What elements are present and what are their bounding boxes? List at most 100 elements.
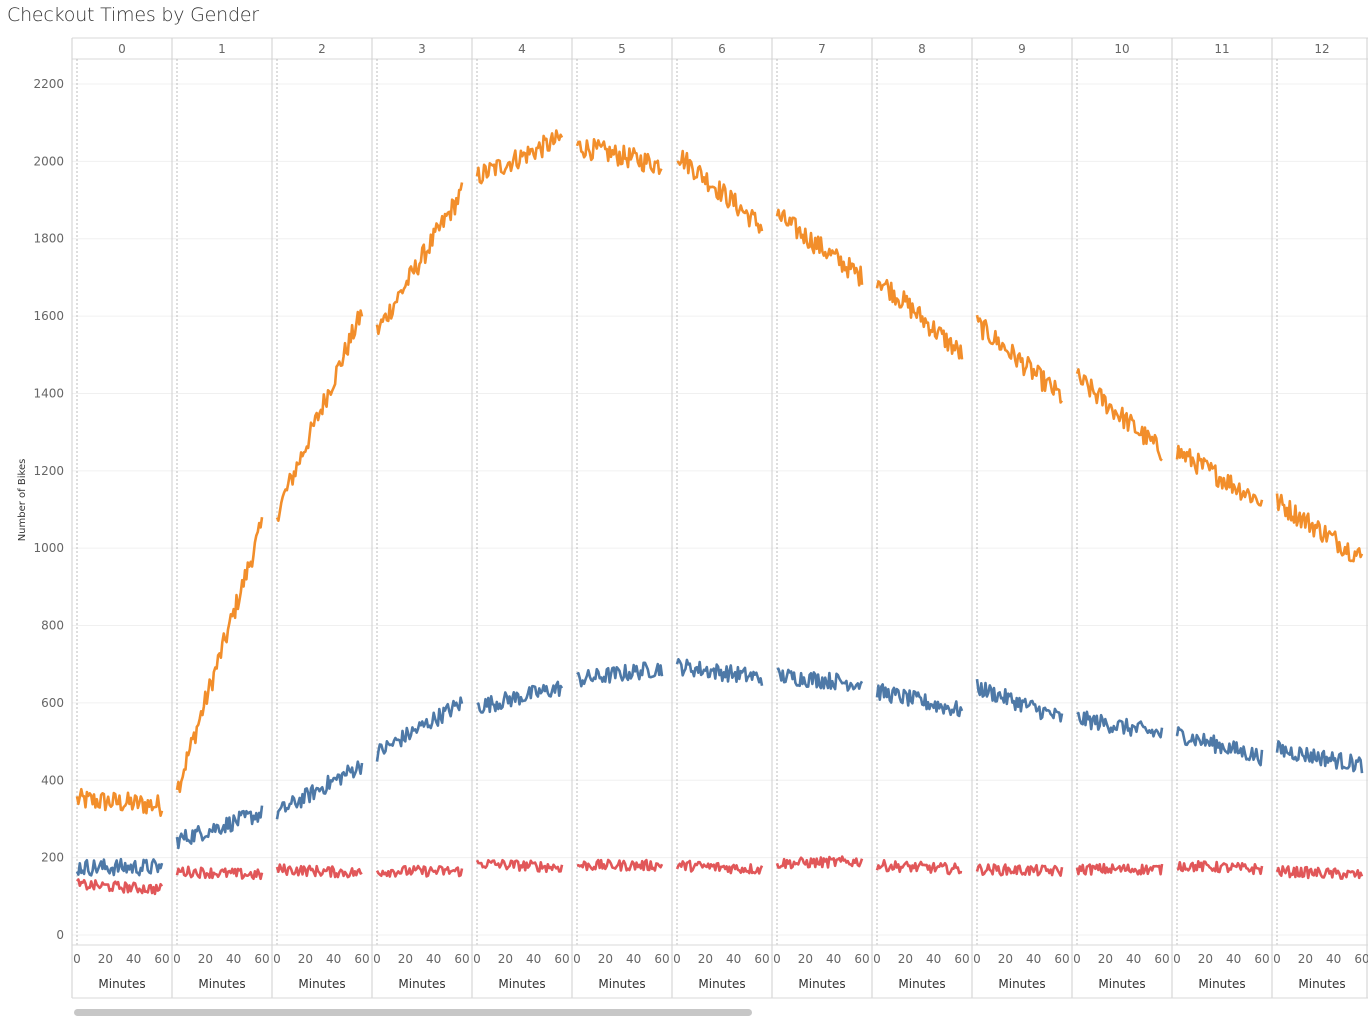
- x-axis-title: Minutes: [798, 977, 845, 991]
- x-tick-label: 40: [126, 952, 141, 966]
- facet-label: 8: [918, 42, 926, 56]
- x-tick-label: 20: [1098, 952, 1113, 966]
- series-line: [1076, 710, 1164, 739]
- y-tick-label: 1000: [33, 541, 64, 555]
- x-tick-label: 40: [526, 952, 541, 966]
- series-line: [1075, 368, 1163, 462]
- series-line: [1176, 859, 1264, 876]
- x-tick-label: 40: [726, 952, 741, 966]
- x-axis-title: Minutes: [298, 977, 345, 991]
- y-tick-label: 1200: [33, 464, 64, 478]
- series-line: [75, 787, 164, 818]
- series-line: [775, 208, 864, 287]
- facet-label: 0: [118, 42, 126, 56]
- series-line: [575, 138, 663, 175]
- series-line: [375, 696, 464, 762]
- x-tick-label: 0: [1273, 952, 1281, 966]
- x-tick-label: 60: [854, 952, 869, 966]
- series-line: [675, 657, 764, 686]
- x-tick-label: 40: [226, 952, 241, 966]
- x-tick-label: 40: [1026, 952, 1041, 966]
- x-tick-label: 60: [1054, 952, 1069, 966]
- x-tick-label: 20: [298, 952, 313, 966]
- series-line: [475, 129, 564, 185]
- series-line: [476, 680, 564, 714]
- x-tick-label: 40: [926, 952, 941, 966]
- x-tick-label: 40: [426, 952, 441, 966]
- y-tick-label: 1600: [33, 309, 64, 323]
- x-tick-label: 60: [1254, 952, 1269, 966]
- facet-label: 10: [1114, 42, 1129, 56]
- x-tick-label: 20: [798, 952, 813, 966]
- x-axis-title: Minutes: [1198, 977, 1245, 991]
- y-tick-label: 400: [41, 773, 64, 787]
- x-tick-label: 0: [873, 952, 881, 966]
- series-line: [1175, 444, 1264, 507]
- facet-label: 4: [518, 42, 526, 56]
- x-tick-label: 0: [973, 952, 981, 966]
- x-tick-label: 20: [998, 952, 1013, 966]
- x-tick-label: 20: [1298, 952, 1313, 966]
- y-tick-label: 0: [56, 928, 64, 942]
- x-tick-label: 60: [954, 952, 969, 966]
- series-line: [676, 149, 764, 234]
- x-tick-label: 0: [273, 952, 281, 966]
- x-tick-label: 0: [573, 952, 581, 966]
- facet-label: 9: [1018, 42, 1026, 56]
- x-tick-label: 40: [626, 952, 641, 966]
- x-axis-title: Minutes: [998, 977, 1045, 991]
- x-tick-label: 40: [1126, 952, 1141, 966]
- x-tick-label: 60: [654, 952, 669, 966]
- x-tick-label: 0: [73, 952, 81, 966]
- series-layer: [75, 129, 1364, 896]
- y-axis-label: Number of Bikes: [17, 459, 28, 542]
- x-tick-label: 0: [173, 952, 181, 966]
- series-line: [175, 865, 264, 881]
- x-tick-label: 60: [354, 952, 369, 966]
- facet-label: 6: [718, 42, 726, 56]
- series-line: [275, 863, 363, 879]
- series-line: [975, 314, 1064, 404]
- x-axis-title: Minutes: [898, 977, 945, 991]
- series-line: [775, 855, 864, 870]
- x-tick-label: 20: [198, 952, 213, 966]
- x-tick-label: 60: [754, 952, 769, 966]
- scrollbar-thumb[interactable]: [74, 1009, 752, 1016]
- series-line: [175, 805, 264, 850]
- x-tick-label: 0: [1073, 952, 1081, 966]
- x-tick-label: 60: [154, 952, 169, 966]
- series-line: [75, 857, 164, 877]
- series-line: [75, 878, 164, 896]
- x-tick-label: 20: [398, 952, 413, 966]
- series-line: [875, 858, 963, 876]
- series-line: [1275, 740, 1364, 774]
- chart-title: Checkout Times by Gender: [7, 4, 259, 26]
- series-line: [175, 517, 264, 794]
- x-tick-label: 20: [1198, 952, 1213, 966]
- x-tick-label: 20: [498, 952, 513, 966]
- y-tick-label: 200: [41, 851, 64, 865]
- x-axis-title: Minutes: [698, 977, 745, 991]
- facet-label: 7: [818, 42, 826, 56]
- grid-layer: [71, 37, 1368, 999]
- facet-label: 11: [1214, 42, 1229, 56]
- y-tick-label: 800: [41, 619, 64, 633]
- y-tick-label: 1800: [33, 232, 64, 246]
- x-axis-title: Minutes: [1298, 977, 1345, 991]
- x-axis-title: Minutes: [498, 977, 545, 991]
- facet-label: 1: [218, 42, 226, 56]
- series-line: [675, 859, 764, 875]
- x-tick-label: 40: [326, 952, 341, 966]
- series-line: [375, 864, 464, 878]
- x-tick-label: 0: [373, 952, 381, 966]
- x-axis-title: Minutes: [198, 977, 245, 991]
- series-line: [475, 858, 564, 874]
- x-tick-label: 0: [1173, 952, 1181, 966]
- x-tick-label: 20: [598, 952, 613, 966]
- series-line: [776, 667, 864, 692]
- series-line: [975, 678, 1064, 723]
- series-line: [275, 760, 364, 820]
- x-axis-title: Minutes: [598, 977, 645, 991]
- y-tick-label: 600: [41, 696, 64, 710]
